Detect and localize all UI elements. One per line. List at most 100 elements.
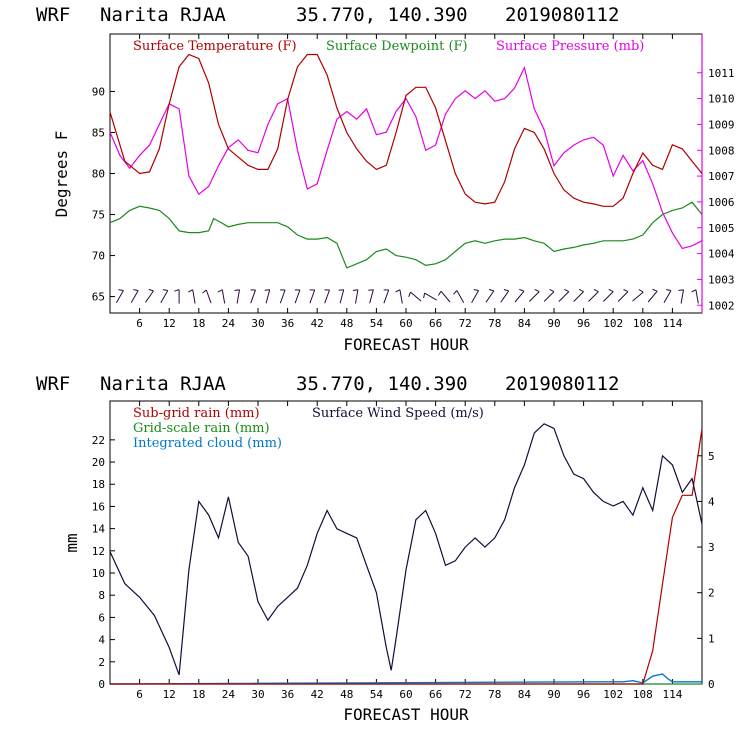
wind-barb-flag bbox=[534, 288, 540, 293]
x-tick-label: 84 bbox=[518, 688, 532, 701]
y2-tick-label: 1006 bbox=[708, 196, 735, 209]
wind-barb-flag bbox=[691, 289, 697, 293]
wind-barb bbox=[324, 289, 330, 304]
y2-tick-label: 1010 bbox=[708, 93, 735, 106]
y-tick-label: 70 bbox=[92, 250, 105, 263]
y2-tick-label: 1005 bbox=[708, 222, 735, 235]
wind-barb bbox=[695, 289, 699, 304]
wind-barb bbox=[250, 289, 256, 304]
chart-1-header-coords: 35.770, 140.390 bbox=[296, 4, 468, 26]
chart-2-y-ticks: 0 2 4 6 8 10 12 14 16 18 20 22 bbox=[92, 434, 115, 691]
wind-barb-flag bbox=[488, 289, 495, 292]
x-tick-label: 114 bbox=[662, 317, 682, 330]
y-tick-label: 18 bbox=[92, 478, 105, 491]
wind-barb-flag bbox=[148, 289, 154, 292]
wind-barb bbox=[294, 289, 301, 304]
chart-temperature: WRF Narita RJAA 35.770, 140.390 20190801… bbox=[36, 4, 735, 354]
chart-2-y2-ticks: 0 1 2 3 4 5 bbox=[697, 450, 715, 691]
wind-barb-flag bbox=[678, 289, 684, 291]
wind-barb bbox=[221, 289, 226, 304]
wind-barb bbox=[543, 291, 555, 302]
y2-tick-label: 4 bbox=[708, 495, 715, 508]
x-tick-label: 12 bbox=[163, 317, 176, 330]
chart-1-y-axis-label: Degrees F bbox=[52, 131, 71, 218]
x-tick-label: 108 bbox=[633, 317, 653, 330]
x-tick-label: 6 bbox=[136, 317, 143, 330]
wind-barb bbox=[440, 290, 451, 303]
wind-barb bbox=[617, 291, 629, 302]
y-tick-label: 14 bbox=[92, 523, 106, 536]
wind-barb bbox=[558, 291, 570, 302]
x-tick-label: 24 bbox=[222, 317, 236, 330]
y2-tick-label: 1009 bbox=[708, 118, 735, 131]
y-tick-label: 80 bbox=[92, 168, 105, 181]
x-tick-label: 114 bbox=[662, 688, 682, 701]
wind-barb bbox=[588, 291, 599, 302]
wind-barb bbox=[471, 290, 480, 303]
wind-barb-flag bbox=[395, 289, 401, 293]
y2-tick-label: 1004 bbox=[708, 248, 735, 261]
chart-1-y-ticks: 65 70 75 80 85 90 bbox=[92, 85, 115, 304]
integrated-cloud-line bbox=[109, 673, 702, 685]
y2-tick-label: 3 bbox=[708, 541, 715, 554]
wind-barb bbox=[145, 290, 154, 303]
x-tick-label: 60 bbox=[399, 317, 412, 330]
wind-barb-flag bbox=[352, 289, 358, 291]
x-tick-label: 12 bbox=[163, 688, 176, 701]
wind-barb-flag bbox=[666, 289, 672, 291]
y-tick-label: 12 bbox=[92, 545, 105, 558]
wind-barb bbox=[514, 290, 525, 303]
chart-1-y2-ticks: 1002 1003 1004 1005 1006 1007 1008 1009 1010 1011 bbox=[697, 67, 735, 312]
wind-barb bbox=[339, 289, 345, 304]
chart-2-legend-gridscale-rain: Grid-scale rain (mm) bbox=[133, 421, 270, 436]
surface-temperature-line bbox=[109, 53, 703, 207]
wind-barb-flag bbox=[593, 288, 599, 293]
x-tick-label: 78 bbox=[488, 688, 501, 701]
chart-1-x-axis-label: FORECAST HOUR bbox=[343, 335, 469, 354]
wind-barb-flag bbox=[188, 289, 193, 293]
x-tick-label: 108 bbox=[633, 688, 653, 701]
chart-2-header-station: Narita RJAA bbox=[100, 373, 226, 395]
wind-barb-flag bbox=[217, 289, 223, 293]
wind-barb bbox=[265, 289, 271, 304]
wind-barb bbox=[528, 291, 540, 302]
wind-barb bbox=[236, 289, 240, 304]
wind-barb bbox=[485, 290, 495, 303]
wind-barb-flag bbox=[162, 289, 168, 291]
wind-barb bbox=[192, 289, 196, 304]
wind-barb-flag bbox=[118, 289, 124, 291]
wind-barb-flag bbox=[202, 289, 207, 294]
x-tick-label: 42 bbox=[311, 688, 324, 701]
y2-tick-label: 1008 bbox=[708, 144, 735, 157]
y2-tick-label: 1003 bbox=[708, 273, 735, 286]
x-tick-label: 24 bbox=[222, 688, 236, 701]
wind-barb bbox=[573, 291, 584, 302]
subgrid-rain-line bbox=[110, 428, 703, 685]
wind-barb bbox=[115, 290, 124, 303]
y-tick-label: 2 bbox=[98, 656, 105, 669]
chart-2-legend-wind-speed: Surface Wind Speed (m/s) bbox=[312, 406, 484, 421]
y-tick-label: 8 bbox=[98, 589, 105, 602]
wind-barb-flag bbox=[519, 288, 525, 292]
wind-barb bbox=[663, 290, 672, 303]
wind-barb bbox=[632, 291, 644, 302]
wind-barb bbox=[410, 291, 422, 302]
wind-barb bbox=[399, 289, 403, 304]
chart-2-header-run: 2019080112 bbox=[505, 373, 619, 395]
wind-barb bbox=[160, 290, 169, 303]
chart-1-legend-pressure: Surface Pressure (mb) bbox=[496, 39, 644, 54]
y-tick-label: 90 bbox=[92, 85, 105, 98]
x-tick-label: 18 bbox=[192, 688, 205, 701]
wind-barb-flag bbox=[437, 290, 442, 296]
x-tick-label: 72 bbox=[459, 688, 472, 701]
wind-barb bbox=[500, 290, 510, 303]
wind-barb bbox=[456, 290, 465, 303]
x-tick-label: 18 bbox=[192, 317, 205, 330]
wind-barb bbox=[355, 289, 359, 304]
y-tick-label: 20 bbox=[92, 456, 105, 469]
wind-barb bbox=[369, 289, 374, 304]
surface-pressure-line bbox=[109, 65, 703, 250]
wind-barb bbox=[279, 289, 286, 304]
wind-barb bbox=[309, 289, 316, 304]
x-tick-label: 30 bbox=[251, 317, 264, 330]
